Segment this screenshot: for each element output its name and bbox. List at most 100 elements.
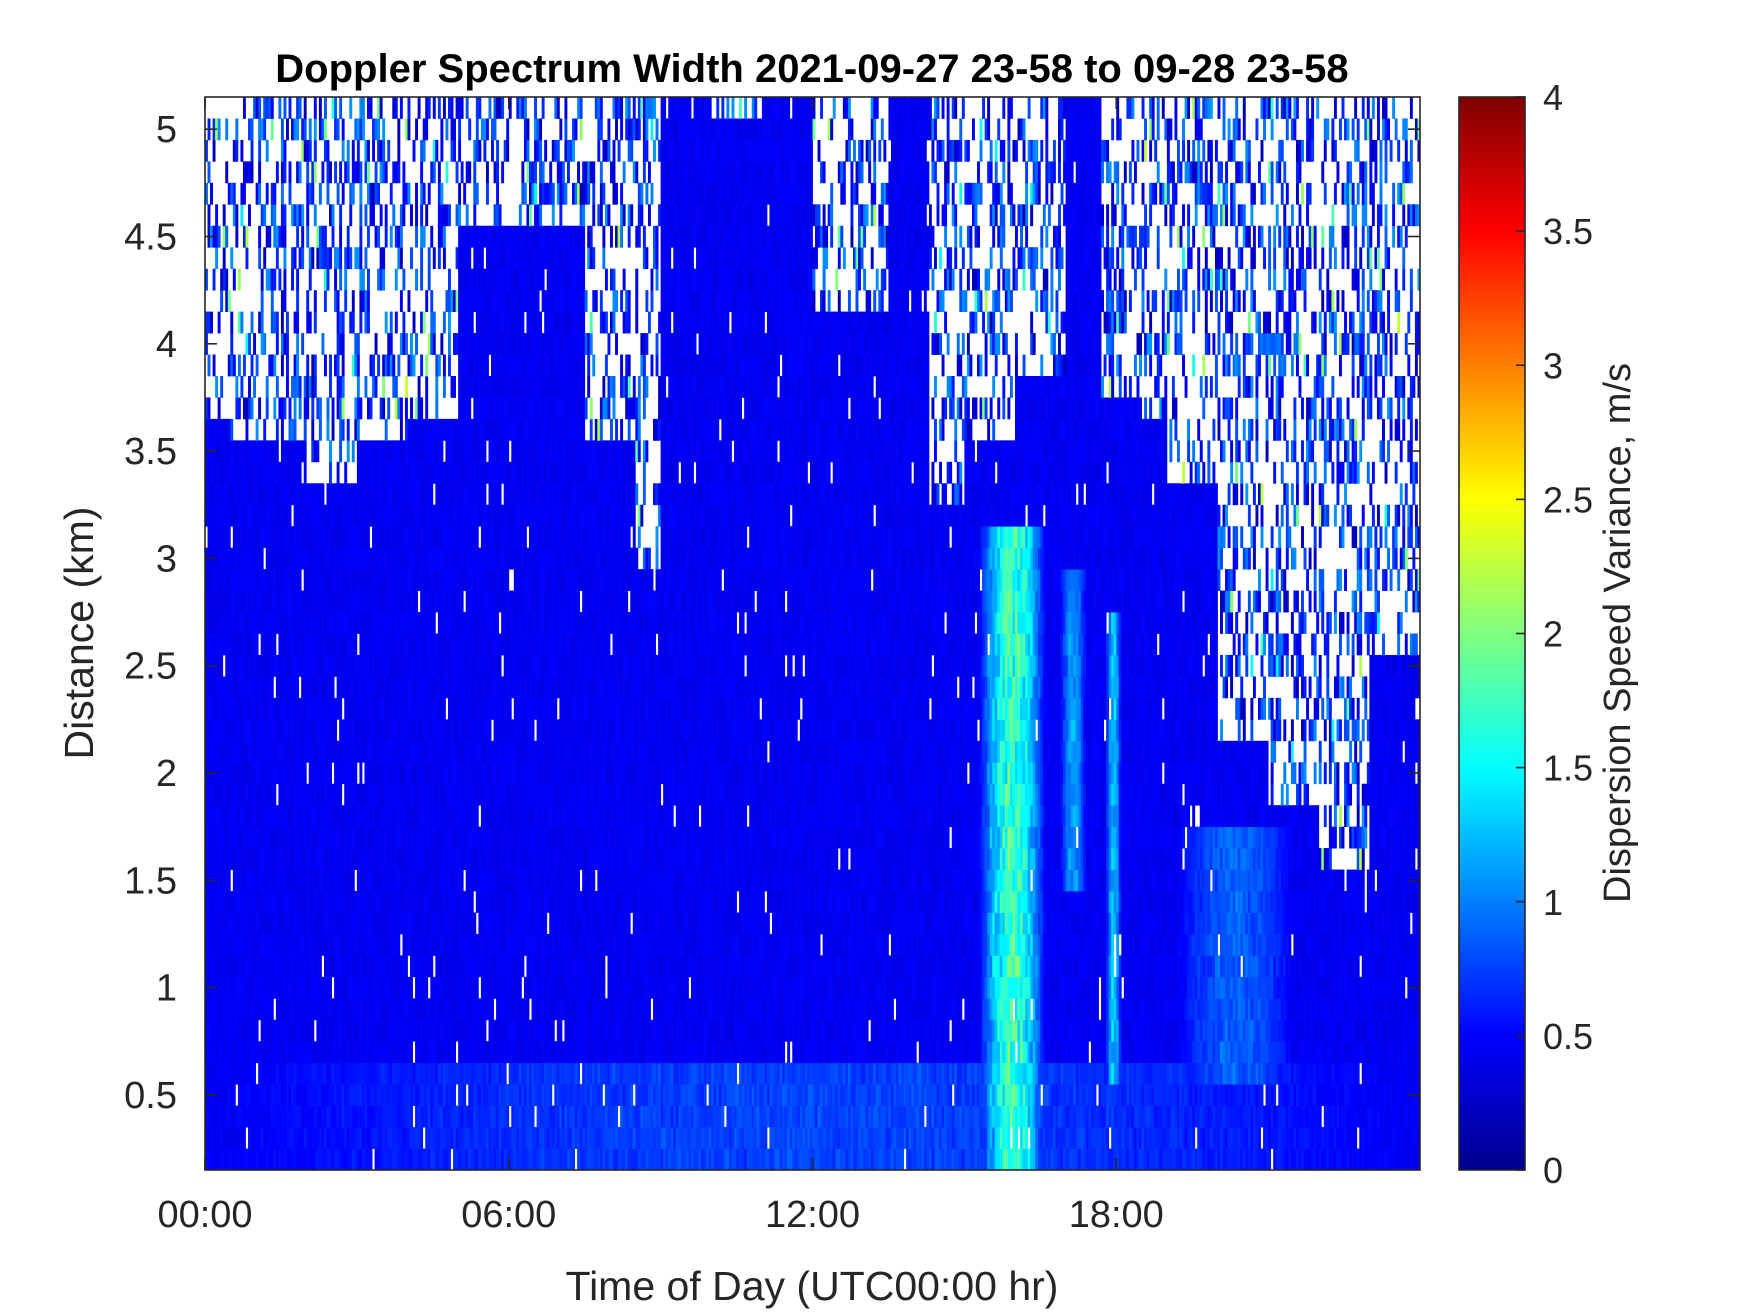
heatmap-cell bbox=[215, 526, 219, 549]
heatmap-cell bbox=[453, 290, 456, 312]
heatmap-cell bbox=[448, 354, 451, 377]
heatmap-cell bbox=[255, 418, 259, 441]
heatmap-cell bbox=[313, 440, 317, 463]
heatmap-cell bbox=[331, 97, 335, 119]
heatmap-cell bbox=[303, 654, 307, 677]
heatmap-cell bbox=[367, 311, 370, 334]
heatmap-cell bbox=[293, 697, 297, 720]
heatmap-cell bbox=[220, 612, 224, 634]
heatmap-cell bbox=[480, 719, 484, 742]
heatmap-cell bbox=[465, 783, 469, 806]
heatmap-cell bbox=[430, 1148, 434, 1170]
heatmap-cell bbox=[270, 612, 274, 634]
heatmap-cell bbox=[458, 1148, 462, 1170]
heatmap-cell bbox=[260, 891, 264, 913]
heatmap-cell bbox=[377, 504, 381, 527]
heatmap-cell bbox=[258, 569, 262, 591]
heatmap-cell bbox=[427, 1062, 431, 1085]
heatmap-cell bbox=[311, 869, 315, 892]
heatmap-cell bbox=[283, 504, 287, 527]
heatmap-cell bbox=[437, 912, 441, 935]
heatmap-cell bbox=[382, 590, 386, 613]
heatmap-cell bbox=[415, 1062, 419, 1085]
heatmap-cell bbox=[230, 676, 234, 699]
heatmap-cell bbox=[232, 504, 236, 527]
heatmap-cell bbox=[437, 483, 441, 506]
heatmap-cell bbox=[291, 375, 294, 398]
heatmap-cell bbox=[268, 1105, 272, 1128]
heatmap-cell bbox=[458, 1019, 462, 1042]
heatmap-cell bbox=[458, 504, 462, 527]
heatmap-cell bbox=[344, 848, 348, 870]
heatmap-cell bbox=[460, 826, 464, 849]
heatmap-cell bbox=[217, 762, 221, 785]
heatmap-cell bbox=[498, 418, 502, 441]
heatmap-cell bbox=[205, 418, 208, 441]
heatmap-cell bbox=[265, 783, 269, 806]
heatmap-cell bbox=[280, 1127, 284, 1149]
heatmap-cell bbox=[458, 998, 462, 1021]
heatmap-cell bbox=[263, 762, 267, 785]
heatmap-cell bbox=[483, 504, 487, 527]
heatmap-cell bbox=[445, 461, 449, 484]
heatmap-cell bbox=[437, 1105, 441, 1128]
heatmap-cell bbox=[242, 504, 246, 527]
heatmap-cell bbox=[311, 762, 315, 785]
heatmap-cell bbox=[435, 976, 439, 999]
heatmap-cell bbox=[364, 762, 368, 785]
heatmap-cell bbox=[334, 848, 338, 870]
heatmap-cell bbox=[341, 1019, 345, 1042]
heatmap-cell bbox=[501, 912, 505, 935]
heatmap-cell bbox=[491, 976, 494, 999]
heatmap-cell bbox=[286, 483, 289, 506]
heatmap-cell bbox=[377, 1127, 381, 1149]
heatmap-cell bbox=[278, 225, 282, 248]
heatmap-cell bbox=[384, 869, 388, 892]
heatmap-cell bbox=[329, 354, 332, 377]
heatmap-cell bbox=[458, 976, 462, 999]
heatmap-cell bbox=[473, 676, 477, 699]
heatmap-cell bbox=[308, 1127, 312, 1149]
heatmap-cell bbox=[432, 740, 436, 763]
heatmap-cell bbox=[268, 676, 272, 699]
heatmap-cell bbox=[313, 762, 317, 785]
heatmap-cell bbox=[420, 805, 424, 828]
heatmap-cell bbox=[207, 1127, 211, 1149]
heatmap-cell bbox=[341, 955, 345, 978]
heatmap-cell bbox=[407, 1127, 411, 1149]
heatmap-cell bbox=[410, 869, 413, 892]
heatmap-cell bbox=[316, 612, 320, 634]
heatmap-cell bbox=[273, 612, 277, 634]
heatmap-cell bbox=[374, 848, 378, 870]
heatmap-cell bbox=[394, 976, 398, 999]
heatmap-cell bbox=[291, 762, 294, 785]
heatmap-cell bbox=[460, 354, 464, 377]
heatmap-cell bbox=[258, 697, 262, 720]
heatmap-cell bbox=[334, 569, 338, 591]
heatmap-cell bbox=[225, 118, 229, 141]
heatmap-cell bbox=[463, 547, 467, 570]
heatmap-cell bbox=[397, 933, 401, 956]
heatmap-cell bbox=[245, 654, 249, 677]
heatmap-cell bbox=[225, 418, 229, 441]
heatmap-cell bbox=[367, 612, 370, 634]
heatmap-cell bbox=[407, 612, 411, 634]
heatmap-cell bbox=[399, 976, 403, 999]
heatmap-cell bbox=[354, 633, 358, 656]
heatmap-cell bbox=[331, 418, 335, 441]
heatmap-cell bbox=[412, 504, 416, 527]
heatmap-cell bbox=[430, 740, 434, 763]
heatmap-cell bbox=[465, 504, 469, 527]
heatmap-cell bbox=[372, 526, 375, 549]
heatmap-cell bbox=[437, 1084, 441, 1107]
heatmap-cell bbox=[278, 762, 282, 785]
heatmap-cell bbox=[318, 955, 322, 978]
heatmap-cell bbox=[334, 247, 338, 270]
heatmap-cell bbox=[341, 612, 345, 634]
heatmap-cell bbox=[248, 1062, 251, 1085]
heatmap-cell bbox=[506, 397, 510, 420]
heatmap-cell bbox=[316, 1084, 320, 1107]
heatmap-cell bbox=[399, 204, 403, 227]
heatmap-cell bbox=[417, 805, 421, 828]
heatmap-cell bbox=[222, 869, 226, 892]
